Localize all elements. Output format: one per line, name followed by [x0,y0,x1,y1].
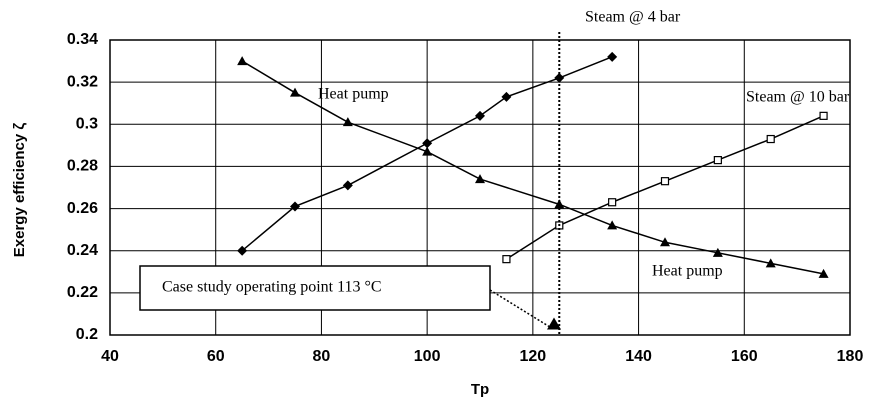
point [608,198,617,207]
annotation: Heat pump [652,263,723,280]
x-axis-label: Tp [471,381,489,398]
y-tick-label: 0.34 [67,31,98,48]
point [713,156,722,165]
y-tick-label: 0.2 [76,326,98,343]
x-tick-label: 160 [731,348,758,365]
series-label: Steam @ 10 bar [746,89,850,106]
point [660,237,670,247]
y-tick-label: 0.3 [76,116,98,133]
operating-point [547,317,561,330]
point [501,91,512,102]
x-tick-label: 100 [414,348,441,365]
point [607,220,618,230]
point [342,117,353,127]
point [502,255,511,264]
point [607,51,618,62]
y-tick-label: 0.22 [67,284,98,301]
x-tick-label: 120 [520,348,547,365]
point [422,138,433,149]
x-tick-label: 140 [625,348,652,365]
point [237,56,248,66]
series-label: Heat pump [318,86,389,103]
y-tick-label: 0.24 [67,242,98,259]
point [765,258,776,268]
y-tick-label: 0.28 [67,158,98,175]
point [554,199,565,209]
point [290,87,300,97]
point [290,201,300,212]
y-axis-label: Exergy efficiency ζ [11,123,28,258]
point [819,111,828,120]
y-tick-label: 0.32 [67,73,98,90]
series-label: Steam @ 4 bar [585,9,681,26]
point [766,134,775,144]
point [422,146,433,156]
plot-frame [109,39,851,336]
point [475,174,485,184]
series-line [241,56,613,252]
annotation: Case study operating point 113 °C [162,279,382,296]
point [237,245,248,256]
annotation-box [139,265,491,311]
point [818,268,829,278]
point [712,247,723,257]
x-tick-label: 80 [313,348,331,365]
point [475,110,485,121]
x-tick-label: 40 [101,348,119,365]
point [660,177,670,186]
x-tick-label: 180 [837,348,864,365]
point [342,180,353,191]
leader-line [489,289,550,328]
x-tick-label: 60 [207,348,225,365]
y-tick-label: 0.26 [67,200,98,217]
